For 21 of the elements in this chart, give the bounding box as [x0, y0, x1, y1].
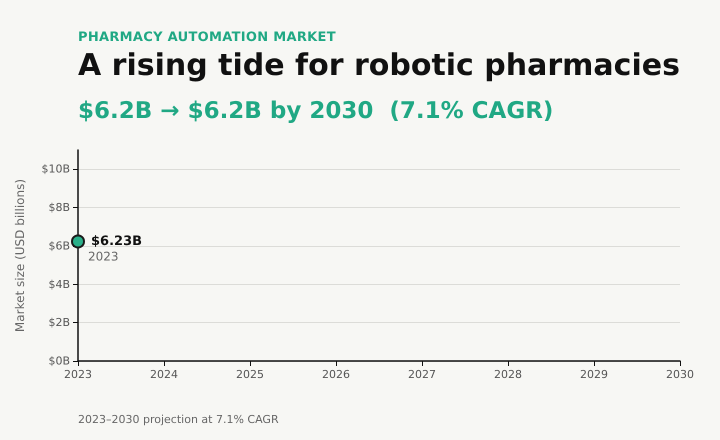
chart-title: A rising tide for robotic pharmacies	[78, 48, 680, 83]
x-tick-label: 2023	[64, 368, 92, 381]
text: PHARMACY AUTOMATION MARKET	[78, 30, 336, 45]
x-tick-label: 2024	[150, 368, 178, 381]
y-tick-label: $6B	[48, 239, 70, 252]
y-axis-title: Market size (USD billions)	[13, 178, 27, 332]
x-tick-label: 2027	[408, 368, 436, 381]
x-tick-label: 2028	[494, 368, 522, 381]
x-tick-label: 2030	[666, 368, 694, 381]
data-label: $6.23B	[91, 234, 142, 249]
y-tick-label: $10B	[41, 162, 70, 176]
y-tick-label: $8B	[48, 201, 70, 214]
x-tick-label: 2025	[236, 368, 264, 381]
text: 2023–2030 projection at 7.1% CAGR	[78, 413, 279, 426]
annotation: 2023	[88, 249, 119, 264]
y-tick-label: $2B	[48, 316, 70, 330]
x-tick-label: 2029	[580, 368, 608, 381]
x-tick-label: 2026	[322, 368, 350, 381]
y-tick-label: $0B	[48, 354, 70, 368]
chart-subtitle: $6.2B → $6.2B by 2030 (7.1% CAGR)	[78, 98, 554, 124]
y-tick-label: $4B	[48, 278, 70, 291]
